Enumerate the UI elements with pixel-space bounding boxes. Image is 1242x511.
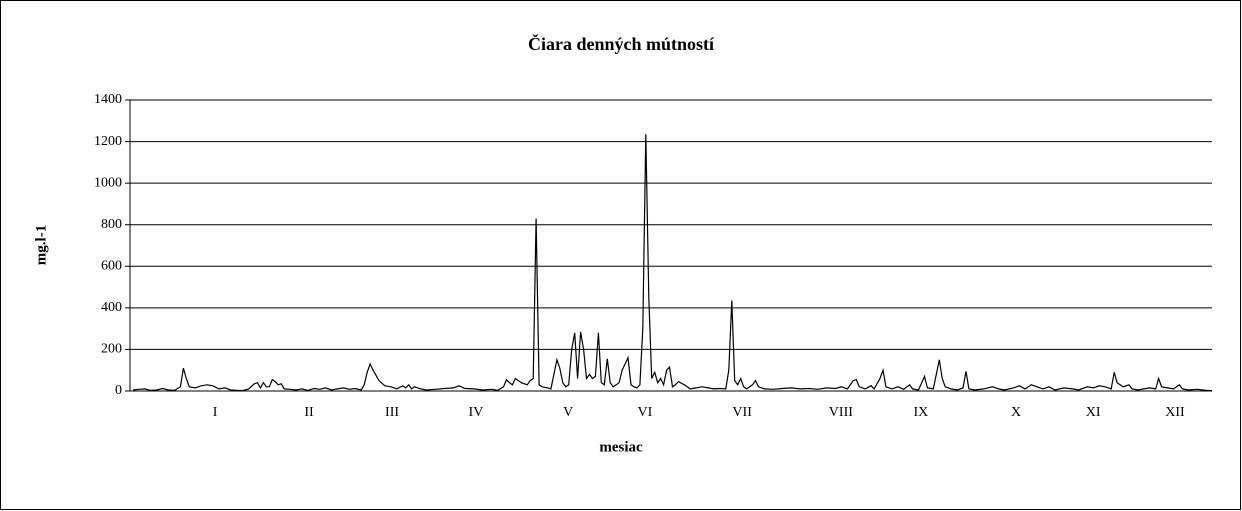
y-tick-label: 400: [101, 300, 122, 315]
x-tick-label: IV: [469, 405, 484, 420]
x-tick-label: VII: [732, 405, 752, 420]
y-tick-label: 0: [115, 383, 122, 398]
y-tick-label: 800: [101, 217, 122, 232]
x-tick-label: XI: [1086, 405, 1101, 420]
y-tick-label: 1200: [94, 134, 122, 149]
x-tick-label: XII: [1165, 405, 1185, 420]
data-line: [132, 134, 1213, 392]
chart-title: Čiara denných mútností: [528, 33, 715, 54]
x-tick-label: IX: [914, 405, 929, 420]
y-axis-label: mg.l-1: [33, 225, 49, 265]
y-tick-label: 200: [101, 342, 122, 357]
y-tick-label: 1000: [94, 175, 122, 190]
x-tick-label: III: [385, 405, 399, 420]
y-tick-label: 600: [101, 259, 122, 274]
x-tick-label: VIII: [829, 405, 853, 420]
x-axis-label: mesiac: [599, 439, 643, 455]
x-tick-label: V: [563, 405, 573, 420]
y-tick-label: 1400: [94, 92, 122, 107]
x-tick-label: II: [304, 405, 314, 420]
x-tick-label: VI: [638, 405, 653, 420]
x-tick-label: X: [1011, 405, 1021, 420]
x-tick-label: I: [213, 405, 218, 420]
